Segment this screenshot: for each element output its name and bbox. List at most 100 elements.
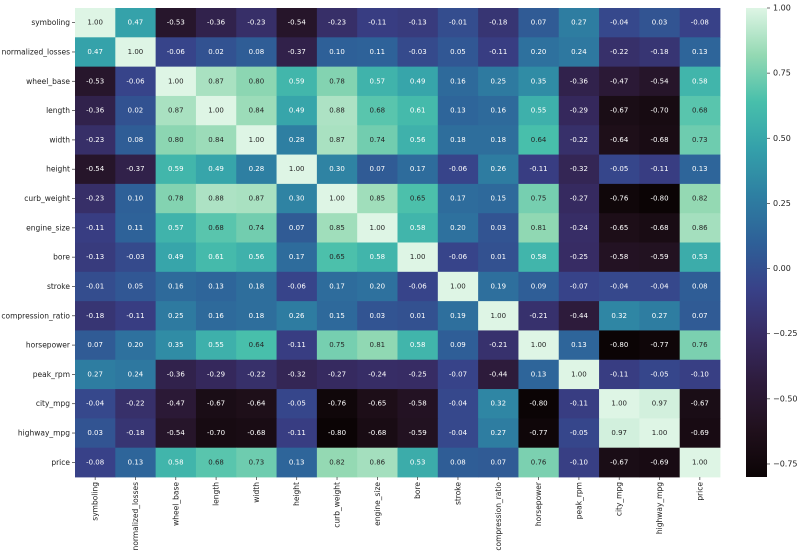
heatmap-cell <box>75 183 116 214</box>
heatmap-cell <box>397 66 439 97</box>
heatmap-cell-value: 0.61 <box>410 107 426 115</box>
heatmap-cell <box>599 389 640 419</box>
heatmap-cell-value: -0.44 <box>489 370 508 378</box>
heatmap-cell <box>115 418 157 449</box>
heatmap-cell-value: 0.18 <box>490 136 506 144</box>
heatmap-cell <box>75 359 116 390</box>
heatmap-cell <box>115 359 157 390</box>
heatmap-cell <box>316 125 358 155</box>
heatmap-cell <box>679 183 721 214</box>
heatmap-cell <box>195 66 237 97</box>
heatmap-cell-value: -0.11 <box>288 429 306 437</box>
heatmap-cell-value: 0.57 <box>168 224 184 232</box>
heatmap-cell-value: -0.11 <box>570 400 588 408</box>
heatmap-cell <box>195 183 237 214</box>
heatmap-cell-value: -0.80 <box>610 341 628 349</box>
heatmap-cell <box>75 242 116 273</box>
heatmap-cell <box>679 389 721 419</box>
heatmap-cell <box>115 154 157 185</box>
heatmap-cell-value: 1.00 <box>168 77 184 85</box>
heatmap-cell-value: 0.15 <box>329 312 345 320</box>
colorbar-tick-label: 0.75 <box>773 69 791 78</box>
heatmap-cell-value: 0.20 <box>450 224 466 232</box>
heatmap-cell <box>195 271 237 302</box>
heatmap-cell-value: -0.11 <box>530 165 548 173</box>
heatmap-cell <box>236 418 277 449</box>
heatmap-cell <box>236 330 277 361</box>
heatmap-cell-value: -0.77 <box>530 429 548 437</box>
heatmap-cell-value: 0.85 <box>370 195 386 203</box>
heatmap-cell <box>357 37 398 68</box>
heatmap-cell <box>75 447 116 478</box>
heatmap-cell-value: 1.00 <box>611 400 627 408</box>
heatmap-cell-value: -0.54 <box>650 77 669 85</box>
heatmap-cell <box>195 301 237 331</box>
heatmap-cell-value: -0.06 <box>449 165 468 173</box>
heatmap-cell-value: -0.69 <box>691 429 709 437</box>
heatmap-cell-value: 0.58 <box>531 253 547 261</box>
column-label: city_mpg <box>615 482 624 516</box>
heatmap-cell-value: -0.36 <box>207 19 226 27</box>
heatmap-cell <box>558 301 600 331</box>
heatmap-cell-value: -0.24 <box>368 370 387 378</box>
heatmap-cell-value: -0.36 <box>570 77 589 85</box>
heatmap-cell-value: 0.24 <box>571 48 587 56</box>
heatmap-cell <box>115 330 157 361</box>
heatmap-cell <box>437 183 479 214</box>
column-label: height <box>292 482 301 506</box>
heatmap-cell-value: 0.18 <box>249 312 265 320</box>
heatmap-cell-value: -0.59 <box>650 253 668 261</box>
column-labels: symboling normalized_losses wheel_base leng… <box>91 477 704 551</box>
heatmap-cell <box>437 213 479 243</box>
heatmap-cell <box>316 271 358 302</box>
heatmap-cell-value: 0.27 <box>87 370 103 378</box>
heatmap-cell-value: -0.59 <box>409 429 427 437</box>
heatmap-cell-value: 0.09 <box>531 282 547 290</box>
heatmap-cell-value: 1.00 <box>370 224 386 232</box>
heatmap-cell <box>155 37 197 68</box>
heatmap-cell <box>437 271 479 302</box>
heatmap-cell <box>155 447 197 478</box>
heatmap-cell <box>518 389 560 419</box>
heatmap-cell-value: 0.55 <box>208 341 224 349</box>
heatmap-cell <box>316 447 358 478</box>
heatmap-cell <box>357 183 398 214</box>
heatmap-cell <box>155 213 197 243</box>
heatmap-cell <box>599 125 640 155</box>
heatmap-cell-value: 0.65 <box>410 195 426 203</box>
heatmap-cell-value: -0.10 <box>570 458 588 466</box>
heatmap-cell <box>437 389 479 419</box>
heatmap-cell <box>558 271 600 302</box>
heatmap-cell-value: 0.74 <box>249 224 265 232</box>
colorbar-tick-label: 0.00 <box>773 264 791 273</box>
heatmap-cell <box>639 8 681 38</box>
row-label: city_mpg <box>36 399 70 408</box>
row-label: width <box>49 135 70 144</box>
heatmap-cell-value: 0.59 <box>168 165 184 173</box>
heatmap-cell-value: 0.13 <box>450 107 466 115</box>
heatmap-cell <box>679 301 721 331</box>
heatmap-cell-value: 0.75 <box>329 341 345 349</box>
heatmap-cell <box>357 330 398 361</box>
heatmap-cell-value: 0.24 <box>128 370 144 378</box>
heatmap-cell <box>518 418 560 449</box>
heatmap-cell <box>316 66 358 97</box>
heatmap-cell <box>558 154 600 185</box>
heatmap-cell-value: -0.06 <box>126 77 145 85</box>
heatmap-cell-value: -0.67 <box>691 400 709 408</box>
heatmap-cell-value: 0.15 <box>490 195 506 203</box>
heatmap-cell-value: 0.87 <box>208 77 224 85</box>
heatmap-cell <box>639 125 681 155</box>
heatmap-cell-value: 0.13 <box>128 458 144 466</box>
heatmap-cell <box>155 301 197 331</box>
heatmap-cell <box>679 330 721 361</box>
heatmap-cell-value: 0.58 <box>370 253 386 261</box>
heatmap-cell-value: -0.32 <box>570 165 588 173</box>
heatmap-cell-value: -0.01 <box>86 282 104 290</box>
column-label: price <box>695 482 704 501</box>
heatmap-cell <box>437 95 479 126</box>
heatmap-cell <box>357 418 398 449</box>
heatmap-cell-value: 0.13 <box>531 370 547 378</box>
heatmap-cell-value: 0.86 <box>370 458 386 466</box>
heatmap-cell-value: -0.05 <box>570 429 588 437</box>
